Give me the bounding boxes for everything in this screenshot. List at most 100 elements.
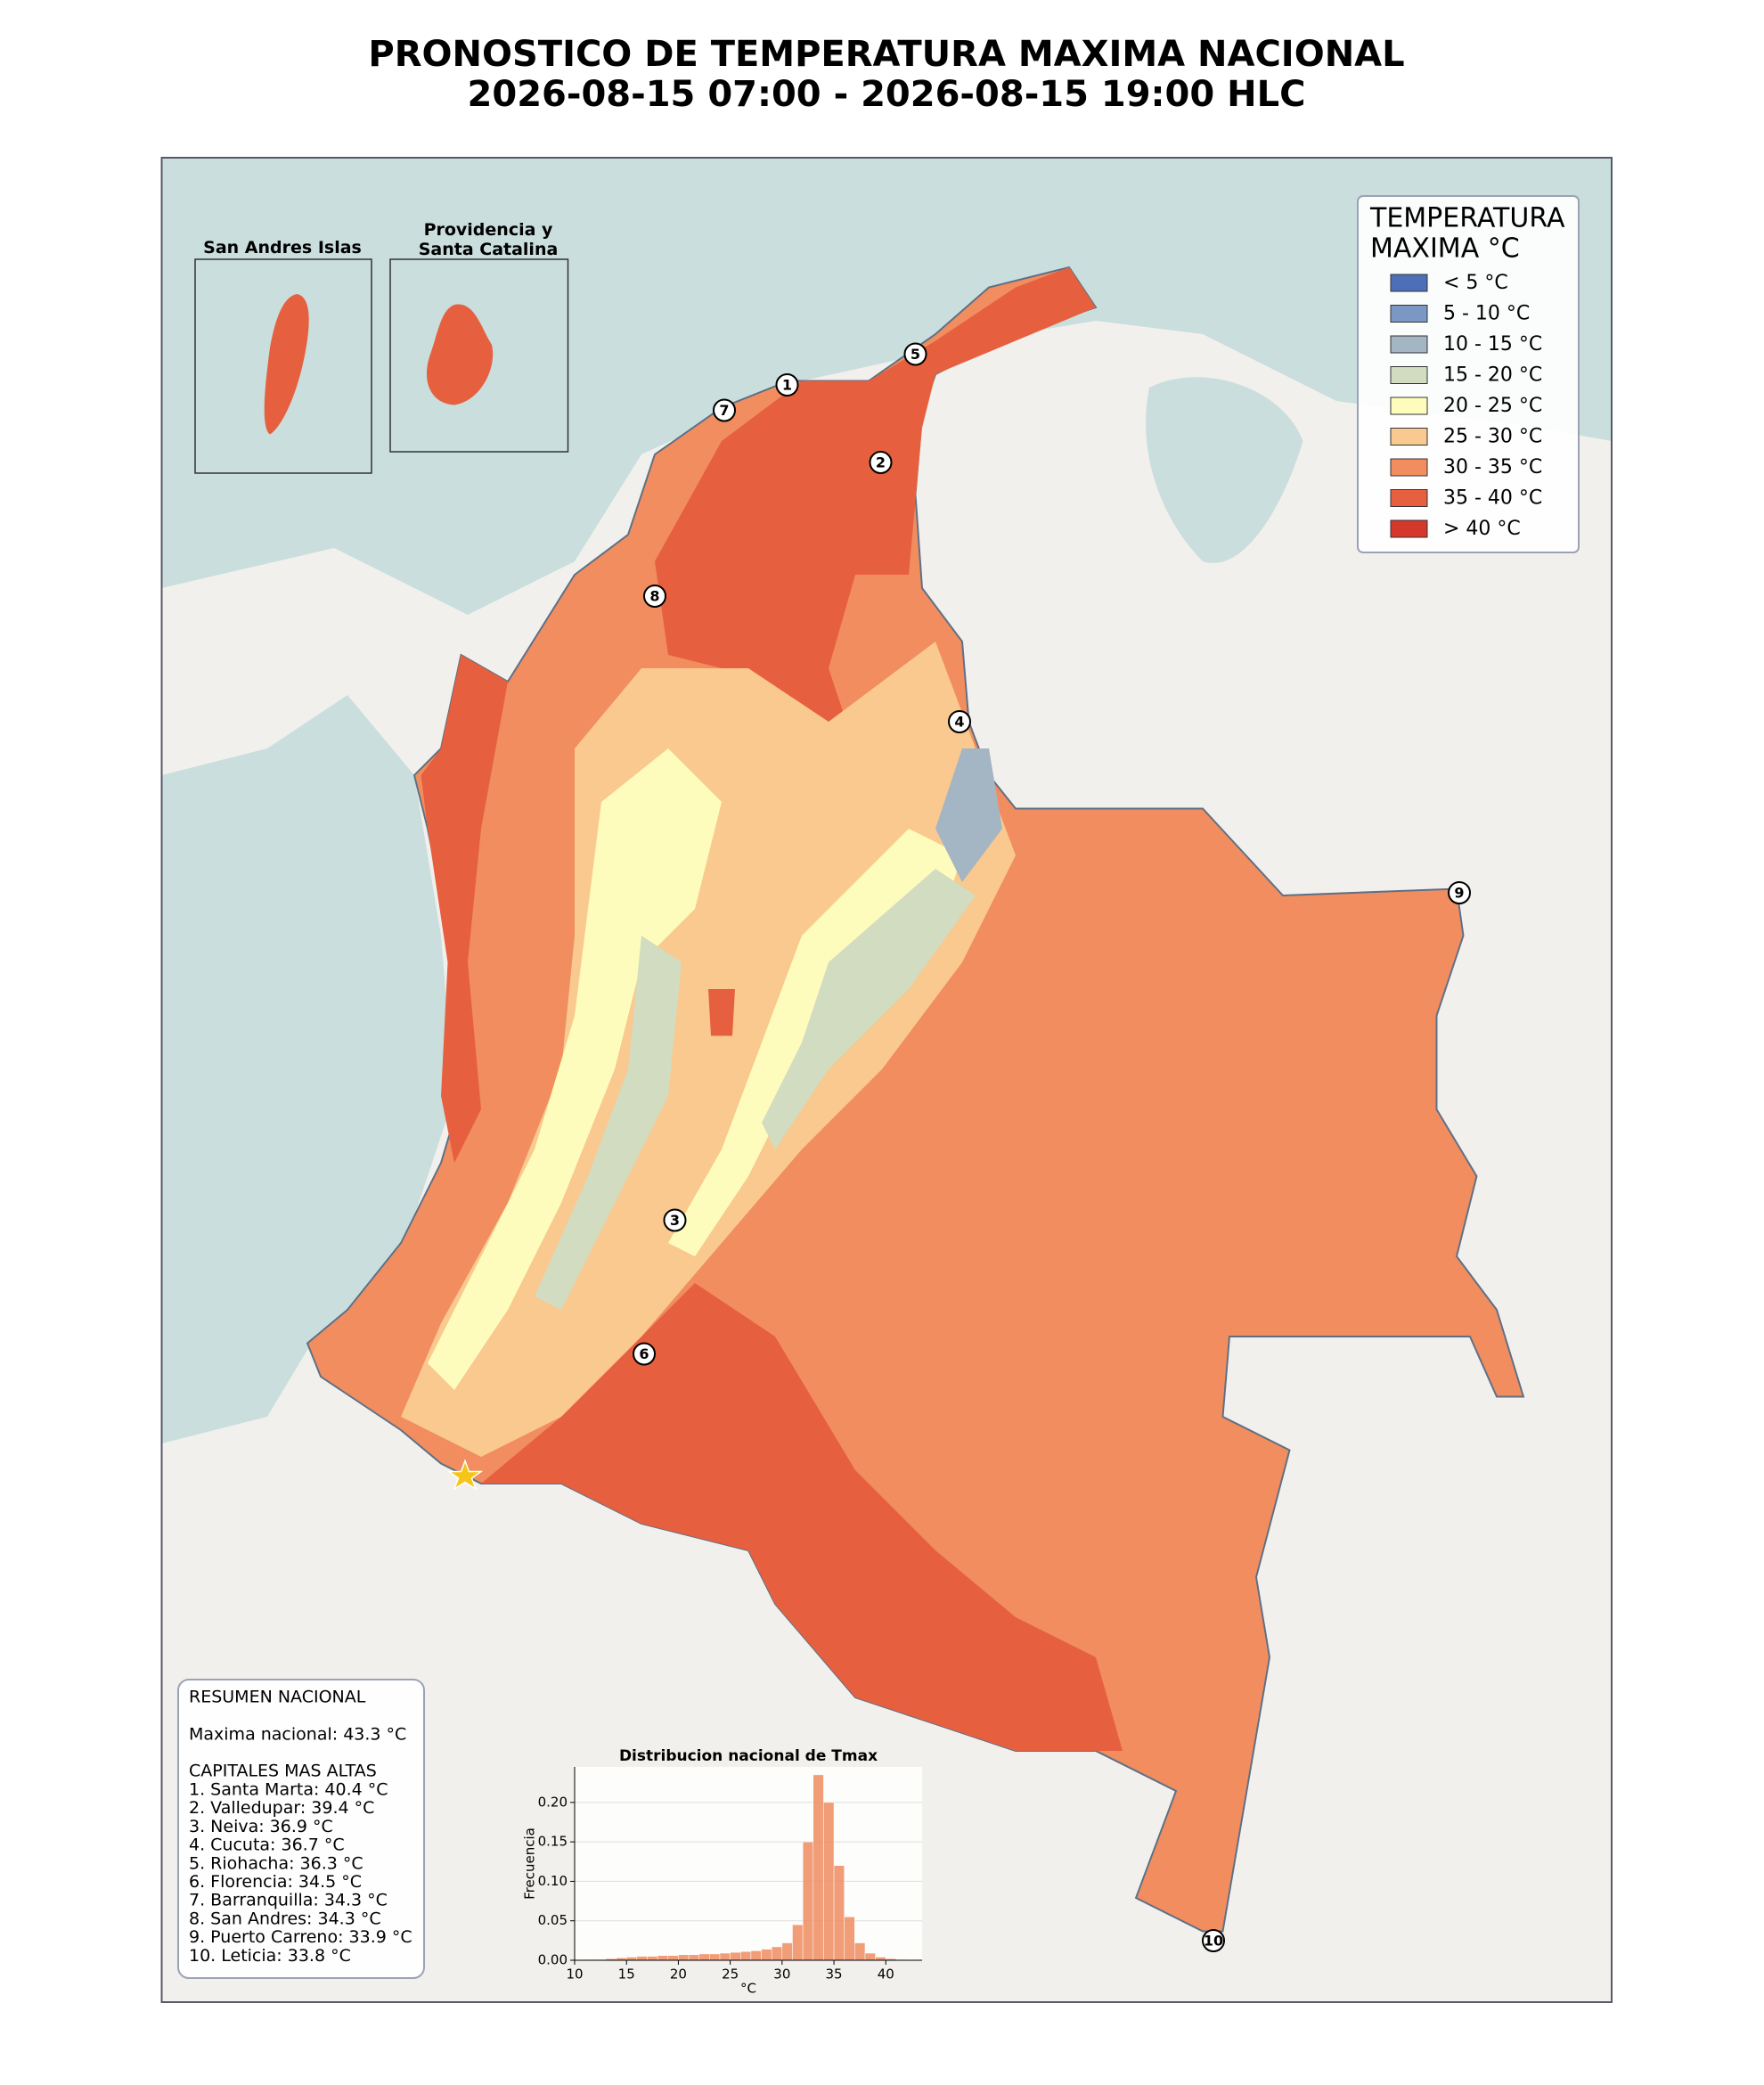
island bbox=[264, 294, 309, 435]
y-axis-label: Frecuencia bbox=[522, 1827, 538, 1900]
legend-label: 25 - 30 °C bbox=[1443, 426, 1542, 448]
bar bbox=[875, 1957, 886, 1961]
legend-swatch bbox=[1390, 305, 1428, 323]
city-marker-label: 3 bbox=[670, 1212, 680, 1229]
bar bbox=[647, 1956, 658, 1961]
temperature-zone bbox=[708, 989, 735, 1036]
x-tick-label: 15 bbox=[618, 1966, 635, 1983]
x-tick-label: 35 bbox=[825, 1966, 842, 1983]
temperature-zone bbox=[762, 869, 976, 1149]
bar bbox=[833, 1865, 845, 1961]
bar bbox=[688, 1954, 699, 1961]
legend-label: 10 - 15 °C bbox=[1443, 333, 1542, 356]
city-marker bbox=[1448, 881, 1471, 904]
legend-swatch bbox=[1390, 519, 1428, 538]
bar bbox=[678, 1954, 690, 1961]
bar bbox=[657, 1955, 669, 1961]
bar bbox=[740, 1951, 752, 1961]
legend-swatch bbox=[1390, 428, 1428, 446]
x-axis-label: °C bbox=[740, 1981, 756, 1997]
subtitle: 2026-08-15 07:00 - 2026-08-15 19:00 HLC bbox=[468, 74, 1306, 115]
summary-capital: 5. Riohacha: 36.3 °C bbox=[189, 1853, 363, 1873]
city-marker bbox=[903, 342, 927, 366]
temperature-zone bbox=[428, 748, 722, 1390]
inset-title: San Andres Islas bbox=[203, 238, 362, 258]
inset-title-line: San Andres Islas bbox=[203, 238, 362, 258]
histogram-title: Distribucion nacional de Tmax bbox=[619, 1747, 878, 1765]
bar bbox=[761, 1949, 772, 1961]
y-tick-label: 0.20 bbox=[538, 1794, 568, 1810]
summary-capital: 8. San Andres: 34.3 °C bbox=[189, 1909, 381, 1928]
plot-area bbox=[575, 1767, 922, 1960]
bar bbox=[709, 1953, 721, 1961]
city-marker-label: 2 bbox=[876, 454, 886, 471]
bar bbox=[823, 1802, 835, 1961]
x-tick-label: 20 bbox=[670, 1966, 687, 1983]
city-marker-label: 6 bbox=[639, 1345, 649, 1362]
city-marker bbox=[713, 398, 736, 422]
summary-heading: RESUMEN NACIONAL bbox=[189, 1688, 366, 1707]
summary-capital: 4. Cucuta: 36.7 °C bbox=[189, 1836, 345, 1855]
city-marker-label: 1 bbox=[782, 377, 792, 394]
inset-title-line: Santa Catalina bbox=[419, 240, 559, 259]
bar bbox=[792, 1924, 804, 1961]
summary-capital: 1. Santa Marta: 40.4 °C bbox=[189, 1780, 388, 1800]
legend-label: < 5 °C bbox=[1443, 272, 1508, 294]
legend-label: 5 - 10 °C bbox=[1443, 303, 1530, 325]
island bbox=[426, 304, 494, 405]
bar bbox=[771, 1946, 783, 1961]
y-tick-label: 0.15 bbox=[538, 1834, 568, 1850]
bar bbox=[813, 1774, 824, 1961]
inset-title-line: Providencia y bbox=[424, 220, 553, 240]
bar bbox=[667, 1955, 679, 1961]
legend-swatch bbox=[1390, 458, 1428, 477]
legend-swatch bbox=[1390, 366, 1428, 384]
legend-label: 15 - 20 °C bbox=[1443, 364, 1542, 387]
bar bbox=[719, 1952, 731, 1961]
city-marker bbox=[775, 373, 799, 397]
max-location-star bbox=[446, 1459, 484, 1491]
y-tick-label: 0.10 bbox=[538, 1873, 568, 1889]
city-marker-label: 7 bbox=[719, 402, 729, 419]
temperature-zone bbox=[535, 936, 682, 1310]
legend-title: TEMPERATURA bbox=[1369, 203, 1565, 234]
city-marker bbox=[663, 1208, 687, 1232]
legend-label: > 40 °C bbox=[1443, 518, 1521, 540]
city-marker-label: 5 bbox=[911, 346, 920, 363]
legend-swatch bbox=[1390, 397, 1428, 415]
city-marker-label: 9 bbox=[1454, 885, 1464, 902]
summary-max: Maxima nacional: 43.3 °C bbox=[189, 1725, 406, 1745]
bar bbox=[864, 1952, 876, 1961]
bar bbox=[698, 1953, 710, 1961]
map-frame bbox=[160, 157, 1613, 2003]
x-tick-label: 30 bbox=[773, 1966, 790, 1983]
city-marker bbox=[1202, 1929, 1225, 1952]
bar bbox=[625, 1957, 638, 1961]
legend-label: 30 - 35 °C bbox=[1443, 456, 1542, 478]
city-marker bbox=[869, 451, 893, 474]
legend-swatch bbox=[1390, 489, 1428, 507]
x-tick-label: 25 bbox=[722, 1966, 739, 1983]
legend-title: MAXIMA °C bbox=[1370, 233, 1520, 265]
title: PRONOSTICO DE TEMPERATURA MAXIMA NACIONA… bbox=[368, 34, 1404, 75]
bar bbox=[854, 1942, 866, 1961]
y-tick-label: 0.00 bbox=[538, 1952, 568, 1968]
city-marker-label: 8 bbox=[649, 588, 659, 605]
x-tick-label: 40 bbox=[878, 1966, 894, 1983]
legend-label: 35 - 40 °C bbox=[1443, 487, 1542, 510]
temperature-zone bbox=[421, 655, 508, 1163]
city-marker-label: 10 bbox=[1204, 1933, 1223, 1950]
summary-capital: 9. Puerto Carreno: 33.9 °C bbox=[189, 1927, 412, 1947]
lake-maracaibo bbox=[1146, 377, 1303, 563]
summary-capital: 3. Neiva: 36.9 °C bbox=[189, 1817, 333, 1836]
summary-capital: 7. Barranquilla: 34.3 °C bbox=[189, 1891, 388, 1910]
bar bbox=[781, 1942, 793, 1961]
summary: RESUMEN NACIONAL Maxima nacional: 43.3 °C… bbox=[177, 1679, 425, 1979]
summary-capital: 6. Florencia: 34.5 °C bbox=[189, 1872, 362, 1892]
y-tick-label: 0.05 bbox=[538, 1912, 568, 1928]
temperature-zone bbox=[935, 748, 1002, 882]
bar bbox=[844, 1917, 855, 1961]
bar bbox=[750, 1950, 762, 1961]
